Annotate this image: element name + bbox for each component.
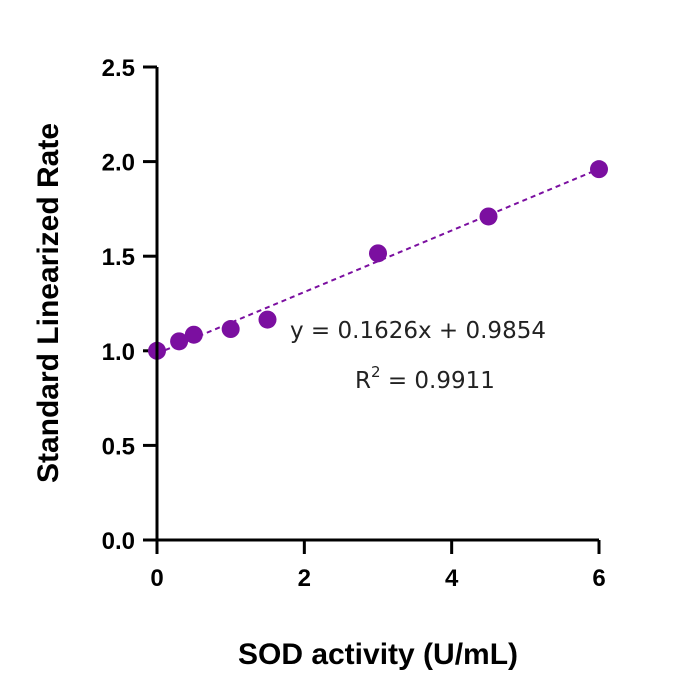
x-tick-label: 4 [445, 565, 459, 592]
y-tick-label: 1.0 [102, 339, 135, 366]
r2-prefix: R [355, 368, 371, 394]
fit-line [156, 168, 600, 355]
y-axis-title: Standard Linearized Rate [32, 123, 65, 483]
data-point [479, 207, 498, 226]
y-tick-label: 1.5 [102, 244, 135, 271]
data-point [258, 310, 277, 329]
x-tick-label: 0 [150, 565, 163, 592]
r2-value: = 0.9911 [381, 368, 495, 394]
data-point [170, 332, 189, 351]
data-point [184, 325, 203, 344]
data-point [221, 320, 240, 339]
data-point [369, 244, 387, 263]
y-tick-label: 2.0 [102, 150, 135, 177]
x-tick-label: 2 [298, 565, 311, 592]
x-axis-title: SOD activity (U/mL) [238, 638, 518, 671]
y-tick-label: 0.5 [102, 433, 135, 460]
fit-equation: y = 0.1626x + 0.9854 [290, 318, 546, 344]
y-tick-label: 0.0 [102, 528, 135, 555]
r2-superscript: 2 [371, 363, 381, 381]
r-squared-label: R2 = 0.9911 [355, 363, 495, 394]
data-point [590, 160, 608, 179]
y-tick-label: 2.5 [102, 55, 135, 82]
x-tick-label: 6 [592, 565, 605, 592]
